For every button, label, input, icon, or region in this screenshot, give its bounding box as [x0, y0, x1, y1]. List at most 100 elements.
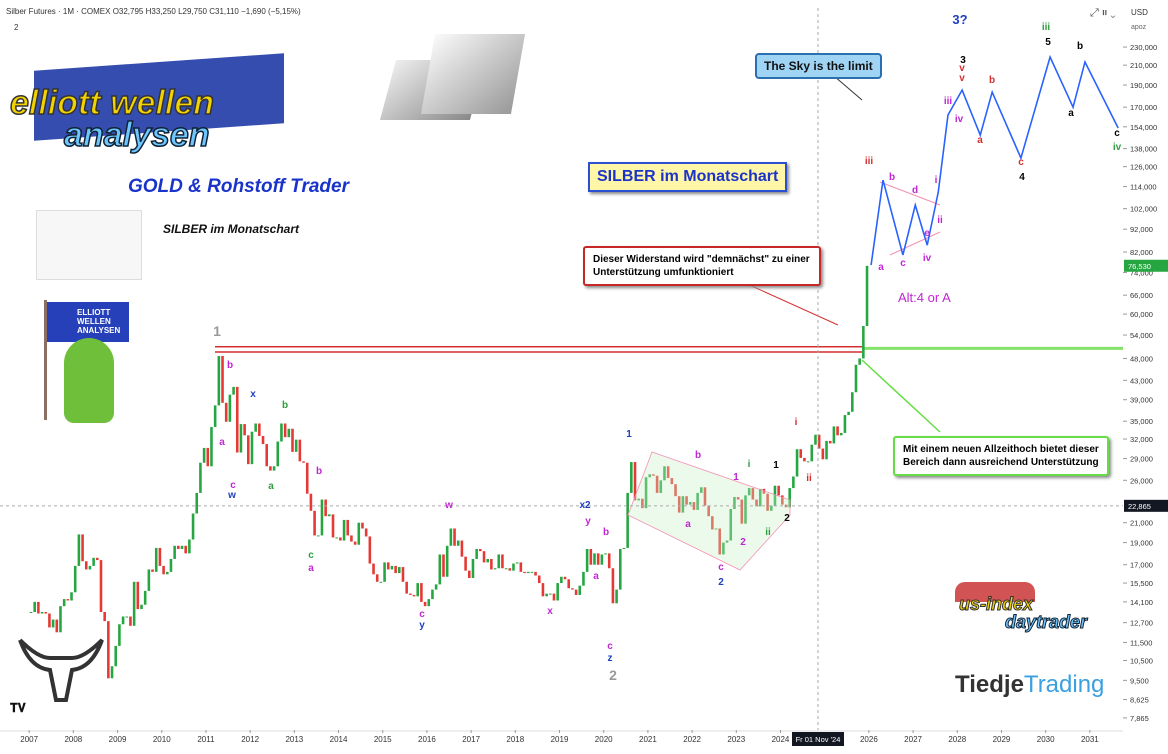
candle	[600, 554, 604, 565]
candle	[515, 562, 519, 564]
candle	[740, 499, 744, 524]
candle	[486, 558, 489, 563]
candle	[335, 537, 338, 539]
candle	[574, 589, 578, 595]
candle	[210, 426, 213, 467]
x-tick-label: 2020	[595, 735, 613, 744]
wave-label: b	[889, 172, 895, 183]
candle	[633, 462, 637, 501]
candle	[821, 448, 825, 460]
candle	[460, 540, 464, 557]
x-tick-label: 2022	[683, 735, 701, 744]
y-tick-label: 154,000	[1130, 123, 1157, 132]
candle	[736, 497, 740, 500]
candle	[711, 516, 714, 530]
candle	[132, 581, 136, 626]
candle	[361, 522, 364, 529]
candle	[747, 488, 751, 496]
mascot: ELLIOTT WELLEN ANALYSEN	[40, 298, 132, 432]
x-tick-label: 2007	[20, 735, 38, 744]
candle	[438, 554, 442, 585]
thumbnail	[36, 210, 142, 280]
candle	[512, 563, 515, 571]
candle	[534, 571, 537, 576]
candle	[607, 553, 611, 569]
wave-label: ii	[765, 527, 771, 538]
candle	[688, 502, 692, 505]
candle	[239, 424, 243, 453]
candle	[353, 541, 357, 545]
wave-label: 4	[1019, 172, 1025, 183]
wave-label: y	[585, 516, 591, 527]
candle	[84, 561, 88, 570]
svg-text:𝐓𝐕: 𝐓𝐕	[10, 701, 27, 715]
candle	[504, 568, 508, 570]
wave-label: ii	[937, 215, 943, 226]
y-tick-label: 126,000	[1130, 163, 1157, 172]
candle	[854, 364, 858, 393]
candle	[243, 424, 246, 436]
wave-label: 3	[960, 55, 966, 66]
candle	[482, 551, 486, 563]
toolbar-icons[interactable]: ⤢ ⏸ ⌄	[1090, 7, 1116, 19]
y-tick-label: 138,000	[1130, 145, 1157, 154]
candle	[77, 534, 81, 566]
candle	[88, 565, 92, 570]
candle	[843, 415, 847, 433]
candle	[799, 449, 803, 458]
candle	[681, 496, 685, 513]
candle	[832, 426, 836, 444]
candle	[670, 478, 674, 485]
candle	[641, 498, 644, 509]
support-pointer	[861, 359, 941, 433]
candle	[70, 592, 73, 601]
candle	[40, 612, 44, 614]
y-tick-label: 66,000	[1130, 291, 1153, 300]
brand-b: Trading	[1023, 671, 1105, 698]
candle	[758, 488, 762, 507]
x-tick-label: 2021	[639, 735, 657, 744]
candle	[803, 457, 806, 462]
x-tick-label: 2026	[860, 735, 878, 744]
candle	[235, 386, 239, 453]
candle	[228, 394, 232, 422]
candle	[177, 545, 180, 549]
candle	[744, 495, 747, 524]
wave-label: v	[959, 73, 965, 84]
wave-label: iv	[1113, 142, 1122, 153]
wave-label: c	[1114, 128, 1120, 139]
candle	[733, 497, 736, 510]
last-price-bg	[1124, 259, 1168, 272]
y-tick-label: 15,500	[1130, 579, 1153, 588]
wave-label: a	[1068, 108, 1074, 119]
wave-label: x	[547, 606, 553, 617]
candle	[202, 447, 206, 463]
candle	[567, 579, 571, 589]
candle	[578, 585, 582, 595]
candle	[324, 499, 327, 517]
x-tick-label: 2014	[330, 735, 348, 744]
candle	[674, 484, 677, 497]
candle	[372, 563, 375, 575]
y-tick-label: 48,000	[1130, 354, 1153, 363]
candle	[810, 444, 814, 462]
wave-label: b	[282, 400, 288, 411]
candle	[405, 581, 408, 594]
candle	[648, 474, 652, 478]
us-bottom: daytrader	[1004, 612, 1088, 633]
forecast-line	[870, 54, 1119, 266]
candle	[364, 528, 368, 537]
candle	[464, 556, 467, 571]
wave-label: b	[227, 360, 233, 371]
wave-label: z	[608, 653, 613, 664]
candle	[213, 405, 217, 427]
wave-label: x2	[579, 500, 591, 511]
candle	[615, 589, 618, 604]
candle	[37, 601, 40, 614]
candle	[652, 474, 655, 476]
candle	[250, 431, 254, 465]
candle	[552, 593, 556, 601]
candle	[180, 545, 184, 549]
candle	[471, 558, 475, 579]
candle	[151, 569, 154, 572]
